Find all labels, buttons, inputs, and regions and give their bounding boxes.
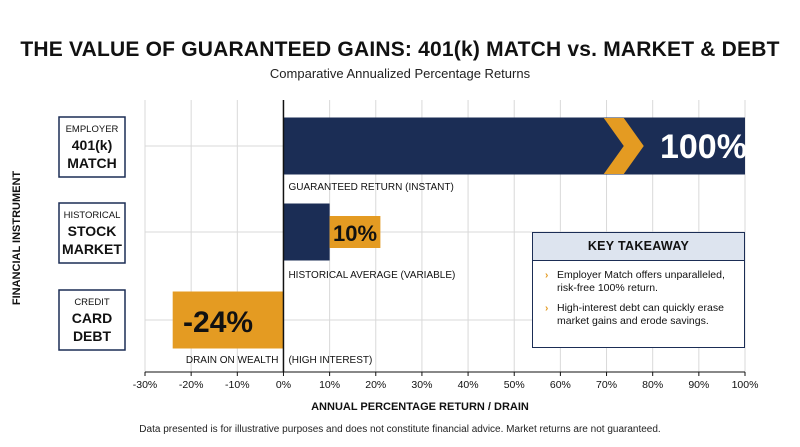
x-tick-label: 30% — [411, 379, 432, 391]
x-tick-label: 70% — [596, 379, 617, 391]
key-takeaway-text: High-interest debt can quickly erase mar… — [557, 302, 724, 327]
bar-annotation: HISTORICAL AVERAGE (VARIABLE) — [288, 270, 455, 281]
x-tick-label: 20% — [365, 379, 386, 391]
x-tick-label: 40% — [458, 379, 479, 391]
bar-value-tag — [329, 216, 381, 248]
key-takeaway-text: Employer Match offers unparalleled, risk… — [557, 269, 725, 294]
x-tick-label: 100% — [732, 379, 759, 391]
key-takeaway-heading: KEY TAKEAWAY — [533, 233, 744, 261]
x-tick-label: 10% — [319, 379, 340, 391]
bar-annotation: GUARANTEED RETURN (INSTANT) — [288, 182, 453, 193]
y-axis-title: FINANCIAL INSTRUMENT — [11, 171, 23, 306]
category-label-line: MARKET — [62, 241, 122, 257]
category-label-line: CARD — [72, 310, 112, 326]
category-label-line: DEBT — [73, 328, 112, 344]
category-label-box — [58, 289, 126, 351]
key-takeaway-box: KEY TAKEAWAY › Employer Match offers unp… — [532, 232, 745, 348]
bar-1 — [283, 203, 330, 261]
category-label-box — [58, 202, 126, 264]
chart-subtitle: Comparative Annualized Percentage Return… — [269, 66, 531, 81]
category-label-line: CREDIT — [74, 297, 110, 308]
x-tick-label: 0% — [276, 379, 291, 391]
key-takeaway-point: › Employer Match offers unparalleled, ri… — [545, 269, 736, 295]
key-takeaway-point: › High-interest debt can quickly erase m… — [545, 302, 736, 328]
bar-value-label: 100% — [660, 128, 747, 166]
category-label-line: STOCK — [68, 223, 117, 239]
x-tick-label: -20% — [179, 379, 204, 391]
category-label-line: MATCH — [67, 155, 117, 171]
bar-0 — [283, 117, 745, 175]
chevron-right-icon: › — [545, 303, 549, 314]
bar-value-label: 10% — [333, 221, 377, 246]
x-tick-label: -10% — [225, 379, 250, 391]
chevron-right-icon: › — [545, 270, 549, 281]
x-tick-label: 90% — [688, 379, 709, 391]
category-label-box — [58, 116, 126, 178]
key-takeaway-list: › Employer Match offers unparalleled, ri… — [533, 261, 744, 328]
bar-annotation: (HIGH INTEREST) — [288, 355, 372, 366]
x-axis-title: ANNUAL PERCENTAGE RETURN / DRAIN — [311, 401, 529, 413]
bar-value-label: -24% — [183, 306, 253, 339]
category-label-line: HISTORICAL — [64, 210, 121, 221]
chevron-arrow-icon — [603, 118, 644, 174]
category-label-line: EMPLOYER — [66, 124, 119, 135]
x-tick-label: 60% — [550, 379, 571, 391]
disclaimer-footnote: Data presented is for illustrative purpo… — [139, 424, 661, 435]
chart-title: THE VALUE OF GUARANTEED GAINS: 401(k) MA… — [20, 38, 780, 61]
bar-annotation: DRAIN ON WEALTH — [186, 355, 279, 366]
x-tick-label: -30% — [133, 379, 158, 391]
x-tick-label: 80% — [642, 379, 663, 391]
bar-2 — [172, 291, 284, 349]
category-label-line: 401(k) — [72, 137, 112, 153]
x-tick-label: 50% — [504, 379, 525, 391]
